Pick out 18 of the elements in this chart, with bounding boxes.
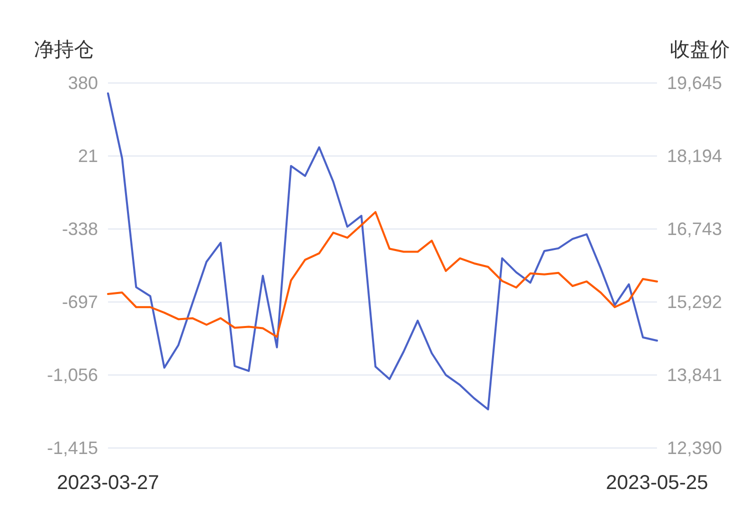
y-tick-label: 21 bbox=[78, 146, 98, 166]
y-tick-label: -1,415 bbox=[46, 438, 98, 458]
line-series bbox=[107, 211, 658, 338]
x-tick-label: 2023-05-25 bbox=[606, 472, 708, 494]
x-tick-label: 2023-03-27 bbox=[56, 472, 160, 494]
y-tick-label: 380 bbox=[68, 73, 98, 93]
y2-tick-label: 15,292 bbox=[667, 292, 722, 312]
y2-tick-label: 16,743 bbox=[667, 219, 722, 239]
y-axis-title: 净持仓 bbox=[34, 39, 94, 61]
y2-tick-label: 13,841 bbox=[667, 365, 722, 385]
y-tick-label: -1,056 bbox=[46, 365, 98, 385]
y2-tick-label: 18,194 bbox=[667, 146, 722, 166]
y-tick-label: -697 bbox=[62, 292, 98, 312]
y2-axis-title: 收盘价 bbox=[670, 39, 730, 61]
y2-tick-label: 12,390 bbox=[667, 438, 722, 458]
y-tick-label: -338 bbox=[62, 219, 98, 239]
line-series bbox=[107, 92, 658, 410]
y2-tick-label: 19,645 bbox=[667, 73, 722, 93]
